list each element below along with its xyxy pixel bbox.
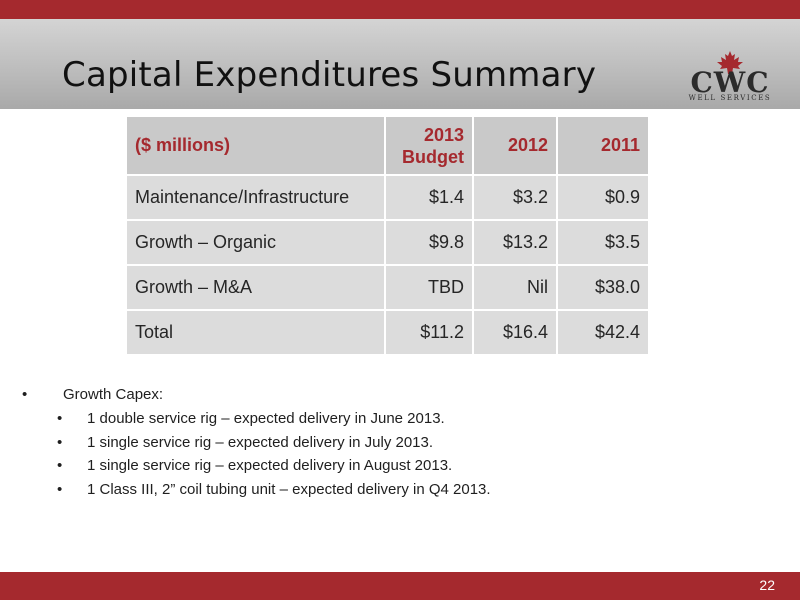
cell-2011: $38.0 bbox=[557, 265, 648, 311]
list-item: • 1 single service rig – expected delive… bbox=[22, 431, 762, 455]
bullet-list: • Growth Capex: • 1 double service rig –… bbox=[22, 383, 762, 501]
cell-2011: $3.5 bbox=[557, 220, 648, 266]
table-row: Growth – Organic $9.8 $13.2 $3.5 bbox=[127, 220, 648, 266]
cell-2011: $42.4 bbox=[557, 310, 648, 356]
cell-2012: Nil bbox=[473, 265, 558, 311]
list-item: • 1 double service rig – expected delive… bbox=[22, 407, 762, 431]
top-accent-bar bbox=[0, 0, 800, 19]
bullet-text: 1 single service rig – expected delivery… bbox=[87, 433, 434, 451]
capex-table: ($ millions) 2013 Budget 2012 2011 Maint… bbox=[127, 117, 648, 356]
bullet-text: 1 Class III, 2” coil tubing unit – expec… bbox=[87, 480, 491, 498]
bullet-icon: • bbox=[22, 386, 28, 403]
cell-2011: $0.9 bbox=[557, 175, 648, 221]
bullet-icon: • bbox=[57, 457, 63, 474]
cell-2013-budget: $11.2 bbox=[385, 310, 474, 356]
header-cell-units: ($ millions) bbox=[127, 117, 386, 176]
list-item: • 1 single service rig – expected delive… bbox=[22, 454, 762, 478]
table-row: Growth – M&A TBD Nil $38.0 bbox=[127, 265, 648, 311]
sub-bullet-list: • 1 double service rig – expected delive… bbox=[22, 407, 762, 501]
bottom-accent-bar: 22 bbox=[0, 572, 800, 600]
table-row-total: Total $11.2 $16.4 $42.4 bbox=[127, 310, 648, 356]
bullet-icon: • bbox=[57, 433, 63, 451]
cell-2013-budget: $9.8 bbox=[385, 220, 474, 266]
bullet-icon: • bbox=[57, 480, 63, 498]
bullet-text: Growth Capex: bbox=[63, 386, 164, 403]
cell-2012: $16.4 bbox=[473, 310, 558, 356]
list-item: • 1 Class III, 2” coil tubing unit – exp… bbox=[22, 478, 762, 502]
header-cell-2011: 2011 bbox=[557, 117, 648, 176]
maple-leaf-icon bbox=[717, 51, 743, 74]
list-item: • Growth Capex: bbox=[22, 383, 762, 407]
logo-wordmark: CWC bbox=[690, 66, 770, 99]
header-cell-2013-budget: 2013 Budget bbox=[385, 117, 474, 176]
header-cell-2012: 2012 bbox=[473, 117, 558, 176]
cell-2013-budget: $1.4 bbox=[385, 175, 474, 221]
page-number: 22 bbox=[759, 577, 775, 593]
bullet-text: 1 double service rig – expected delivery… bbox=[87, 410, 445, 427]
table-header-row: ($ millions) 2013 Budget 2012 2011 bbox=[127, 117, 648, 176]
table-row: Maintenance/Infrastructure $1.4 $3.2 $0.… bbox=[127, 175, 648, 221]
bullet-text: 1 single service rig – expected delivery… bbox=[87, 457, 453, 474]
row-label: Maintenance/Infrastructure bbox=[127, 175, 386, 221]
row-label: Growth – Organic bbox=[127, 220, 386, 266]
row-label: Total bbox=[127, 310, 386, 356]
cell-2012: $13.2 bbox=[473, 220, 558, 266]
title-band: Capital Expenditures Summary CWC WELL SE… bbox=[0, 19, 800, 109]
cell-2012: $3.2 bbox=[473, 175, 558, 221]
bullet-icon: • bbox=[57, 410, 63, 427]
slide-title: Capital Expenditures Summary bbox=[62, 55, 597, 95]
cell-2013-budget: TBD bbox=[385, 265, 474, 311]
logo-tagline: WELL SERVICES bbox=[688, 94, 772, 102]
cwc-logo: CWC WELL SERVICES bbox=[682, 50, 778, 106]
row-label: Growth – M&A bbox=[127, 265, 386, 311]
